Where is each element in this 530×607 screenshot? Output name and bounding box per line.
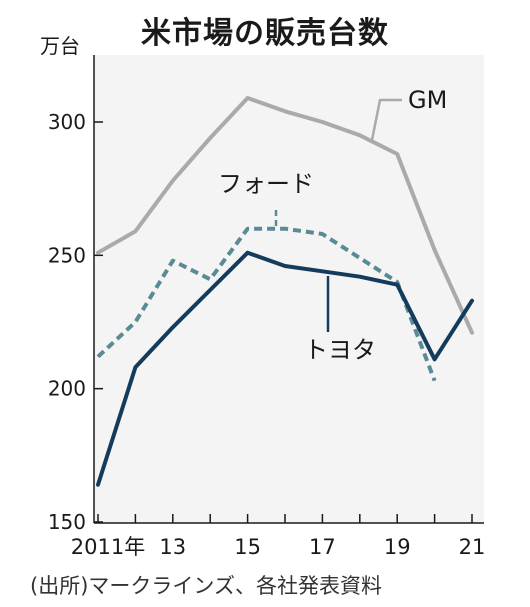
y-tick-label-200: 200 [48,377,86,401]
x-tick-label-2013: 13 [159,535,186,559]
chart-title: 米市場の販売台数 [141,16,389,51]
source-note: (出所)マークラインズ、各社発表資料 [30,574,382,598]
x-tick-label-2017: 17 [309,535,336,559]
y-tick-label-250: 250 [48,243,86,267]
y-tick-label-150: 150 [48,510,86,534]
x-tick-label-2011: 2011年 [71,535,145,559]
y-tick-label-300: 300 [48,110,86,134]
x-tick-label-2019: 19 [384,535,411,559]
series-label-2: トヨタ [304,336,376,364]
series-label-0: GM [408,86,447,114]
y-axis-unit-label: 万台 [40,34,80,58]
series-0-leader-line [370,98,402,141]
x-tick-label-2015: 15 [234,535,261,559]
series-line-1 [96,226,437,382]
x-tick-label-2021: 21 [459,535,486,559]
series-label-1: フォード [218,170,314,198]
plot-background [94,55,484,523]
